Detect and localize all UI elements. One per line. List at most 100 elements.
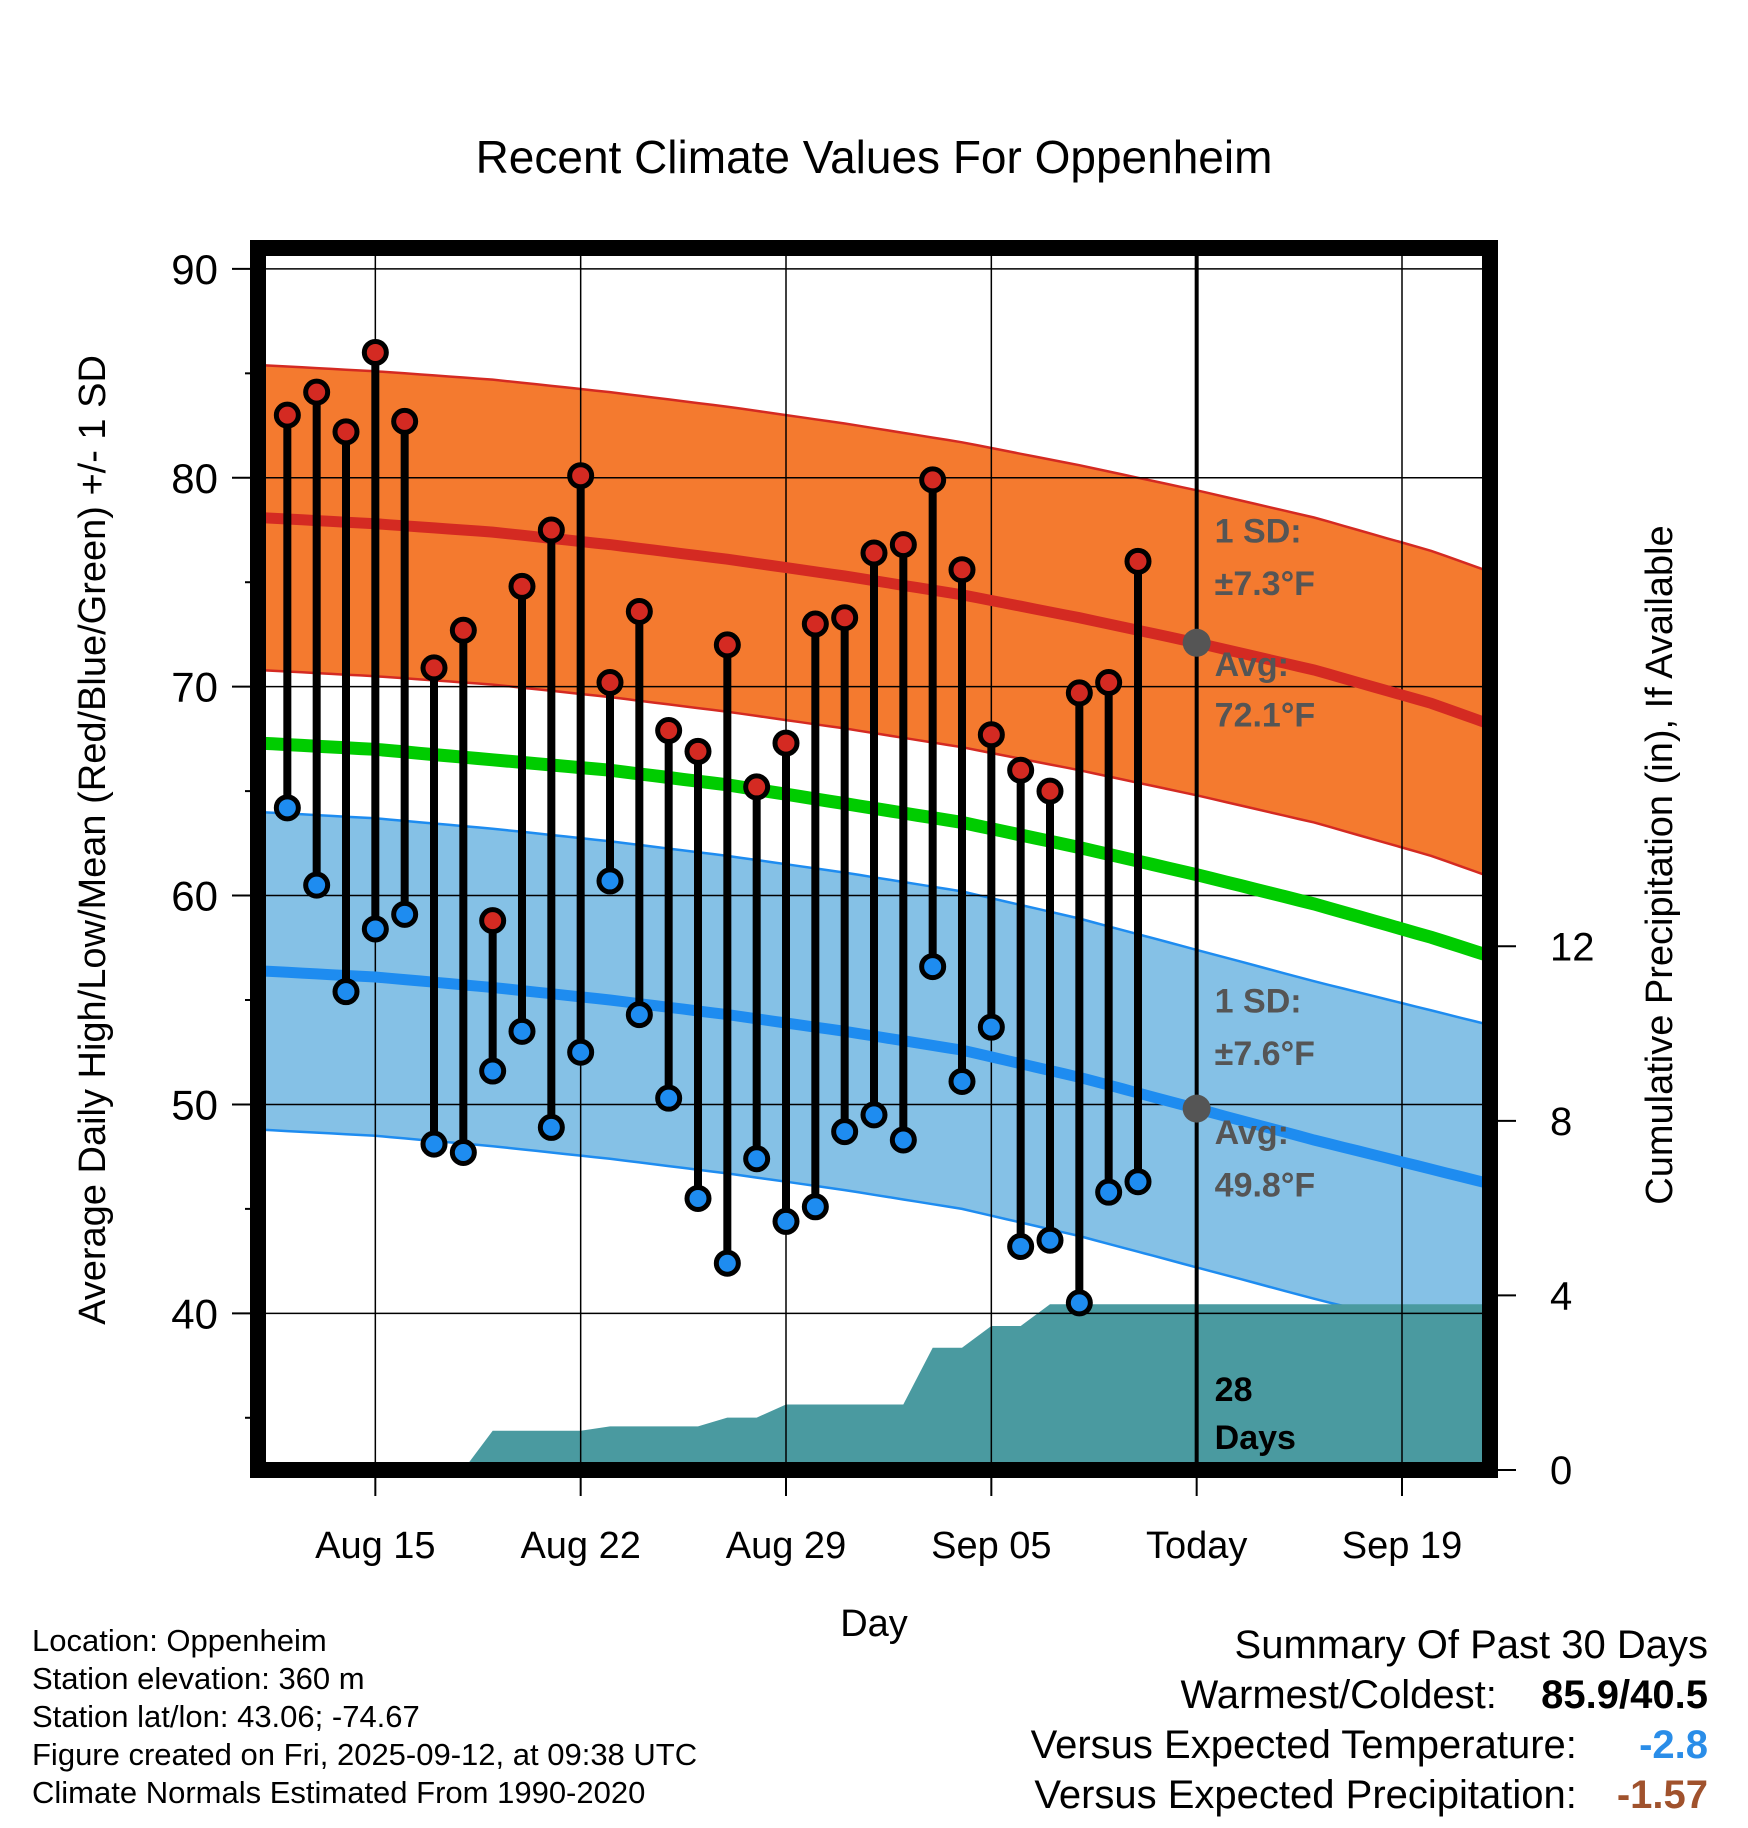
daily-low-point: [508, 1017, 536, 1045]
daily-low-point: [1036, 1226, 1064, 1254]
daily-low-point: [948, 1067, 976, 1095]
low-sd-label: 1 SD:: [1215, 983, 1302, 1021]
daily-high-point: [625, 597, 653, 625]
high-sd-value: ±7.3°F: [1215, 565, 1315, 603]
x-tick-label: Aug 29: [726, 1525, 846, 1567]
daily-stems: [283, 352, 1142, 1303]
daily-low-point: [919, 953, 947, 981]
daily-high-point: [1065, 679, 1093, 707]
daily-high-point: [772, 729, 800, 757]
daily-high-point: [596, 668, 624, 696]
daily-high-point: [567, 462, 595, 490]
daily-high-point: [860, 539, 888, 567]
elevation-text: Station elevation: 360 m: [32, 1661, 365, 1696]
x-tick-label: Sep 19: [1342, 1525, 1462, 1567]
created-text: Figure created on Fri, 2025-09-12, at 09…: [32, 1737, 698, 1772]
daily-low-point: [391, 900, 419, 928]
daily-high-point: [1007, 756, 1035, 784]
plot-frame: [250, 240, 1498, 1478]
daily-high-point: [655, 717, 683, 745]
high-band-upper-edge: [257, 363, 1491, 573]
daily-high-point: [391, 407, 419, 435]
daily-high-point: [713, 631, 741, 659]
daily-high-point: [1095, 668, 1123, 696]
chart-title: Recent Climate Values For Oppenheim: [476, 131, 1273, 183]
daily-high-point: [420, 654, 448, 682]
high-avg-value: 72.1°F: [1215, 696, 1316, 734]
x-tick-label: Today: [1146, 1525, 1247, 1567]
y-tick-label: 90: [171, 246, 218, 293]
daily-low-point: [831, 1118, 859, 1146]
daily-high-point: [449, 616, 477, 644]
precip-value: -1.57: [1616, 1773, 1708, 1817]
daily-low-point: [537, 1113, 565, 1141]
daily-low-point: [361, 915, 389, 943]
daily-low-point: [332, 978, 360, 1006]
y-tick-label: 60: [171, 873, 218, 920]
x-tick-label: Aug 22: [520, 1525, 640, 1567]
today-low-avg-marker: [1182, 1094, 1211, 1123]
annotations: 1 SD: ±7.3°F Avg: 72.1°F 1 SD: ±7.6°F Avg: 49.8…: [1215, 513, 1316, 1458]
daily-low-point: [1007, 1232, 1035, 1260]
summary-precip-row: Versus Expected Precipitation: -1.57: [1031, 1770, 1708, 1820]
warm-cold-value: 85.9/40.5: [1541, 1673, 1708, 1717]
daily-high-point: [303, 378, 331, 406]
precip-area: [463, 1304, 1490, 1470]
daily-high-point: [332, 418, 360, 446]
days-count-number: 28: [1215, 1371, 1253, 1409]
y-tick-label: 50: [171, 1081, 218, 1128]
daily-high-point: [273, 401, 301, 429]
low-avg-label: Avg:: [1215, 1114, 1289, 1152]
daily-low-point: [1124, 1168, 1152, 1196]
y2-tick-label: 0: [1550, 1449, 1572, 1493]
daily-high-point: [1036, 777, 1064, 805]
y-tick-label: 40: [171, 1290, 218, 1337]
left-axis: 40 50 60 70 80 90: [171, 246, 258, 1419]
daily-low-point: [889, 1126, 917, 1154]
bottom-axis: Aug 15 Aug 22 Aug 29 Sep 05 Today Sep 19: [315, 1470, 1462, 1567]
daily-high-point: [919, 466, 947, 494]
daily-high-point: [361, 338, 389, 366]
daily-low-point: [801, 1193, 829, 1221]
high-sd-label: 1 SD:: [1215, 513, 1302, 551]
daily-low-point: [655, 1084, 683, 1112]
daily-high-point: [801, 610, 829, 638]
station-info: Location: Oppenheim Station elevation: 3…: [32, 1622, 697, 1812]
x-tick-label: Sep 05: [931, 1525, 1051, 1567]
daily-high-point: [889, 531, 917, 559]
latlon-text: Station lat/lon: 43.06; -74.67: [32, 1699, 420, 1734]
daily-high-point: [831, 604, 859, 632]
y-tick-label: 70: [171, 664, 218, 711]
high-avg-label: Avg:: [1215, 646, 1289, 684]
low-sd-value: ±7.6°F: [1215, 1035, 1315, 1073]
today-high-avg-marker: [1182, 628, 1211, 657]
temp-value: -2.8: [1639, 1723, 1708, 1767]
y2-tick-label: 8: [1550, 1100, 1572, 1144]
daily-high-point: [479, 907, 507, 935]
daily-low-point: [479, 1057, 507, 1085]
daily-high-point: [948, 556, 976, 584]
x-axis-label: Day: [840, 1603, 908, 1645]
y2-axis-label: Cumulative Precipitation (in), If Availa…: [1639, 525, 1681, 1204]
daily-low-point: [684, 1184, 712, 1212]
daily-low-point: [567, 1038, 595, 1066]
low-avg-value: 49.8°F: [1215, 1166, 1316, 1204]
daily-high-point: [537, 516, 565, 544]
normals-text: Climate Normals Estimated From 1990-2020: [32, 1775, 646, 1810]
daily-low-point: [772, 1207, 800, 1235]
daily-low-point: [303, 871, 331, 899]
warm-cold-label: Warmest/Coldest:: [1180, 1673, 1497, 1717]
daily-low-point: [420, 1130, 448, 1158]
daily-low-point: [273, 794, 301, 822]
daily-low-point: [713, 1249, 741, 1277]
y-tick-label: 80: [171, 455, 218, 502]
daily-low-point: [743, 1145, 771, 1173]
y2-tick-label: 4: [1550, 1274, 1572, 1318]
daily-low-point: [1095, 1178, 1123, 1206]
daily-low-point: [860, 1101, 888, 1129]
daily-low-point: [449, 1138, 477, 1166]
daily-low-point: [625, 1001, 653, 1029]
daily-low-point: [1065, 1289, 1093, 1317]
y-axis-label: Average Daily High/Low/Mean (Red/Blue/Gr…: [72, 355, 114, 1325]
